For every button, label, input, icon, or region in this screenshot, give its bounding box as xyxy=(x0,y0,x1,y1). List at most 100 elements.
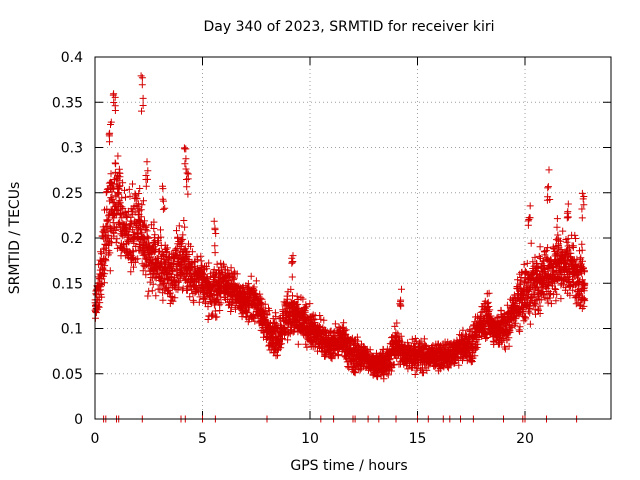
data-point xyxy=(316,312,324,319)
data-point xyxy=(411,371,419,378)
data-point xyxy=(483,290,491,298)
data-point xyxy=(393,319,401,327)
data-point xyxy=(169,268,177,276)
data-point xyxy=(421,341,429,349)
data-point xyxy=(150,225,158,232)
data-point xyxy=(579,195,587,203)
data-point xyxy=(171,294,179,302)
data-point xyxy=(106,267,114,275)
data-point xyxy=(131,258,139,266)
data-point xyxy=(143,233,151,241)
data-point xyxy=(103,217,111,225)
data-point xyxy=(182,165,190,173)
data-point xyxy=(95,303,103,311)
data-point xyxy=(552,297,560,305)
data-point xyxy=(118,194,126,202)
data-point xyxy=(209,312,217,320)
data-point xyxy=(230,274,238,282)
data-point xyxy=(306,300,314,308)
data-point xyxy=(257,294,265,302)
data-point xyxy=(149,280,157,288)
data-point xyxy=(505,342,513,350)
data-point xyxy=(144,167,152,175)
data-point xyxy=(565,278,573,285)
data-point xyxy=(210,217,218,225)
data-point xyxy=(569,244,577,251)
data-point xyxy=(520,317,528,325)
data-point xyxy=(145,234,153,242)
data-point xyxy=(233,270,241,278)
data-point xyxy=(331,320,339,328)
data-point xyxy=(327,354,335,362)
data-point xyxy=(338,323,346,331)
data-point xyxy=(303,343,311,351)
data-point xyxy=(145,287,153,295)
data-point xyxy=(186,293,194,301)
data-point xyxy=(122,212,130,220)
data-point xyxy=(203,265,211,273)
data-point xyxy=(351,368,358,376)
data-point xyxy=(276,341,284,349)
data-point xyxy=(516,323,524,331)
data-point xyxy=(188,248,196,256)
data-point xyxy=(139,102,147,109)
data-point xyxy=(258,295,266,303)
data-point xyxy=(163,249,171,257)
data-point xyxy=(175,222,183,230)
data-point xyxy=(474,340,482,348)
data-point xyxy=(526,305,534,313)
data-point xyxy=(174,278,182,286)
data-point xyxy=(265,307,273,315)
data-point xyxy=(571,231,579,239)
data-point xyxy=(125,238,133,246)
data-point xyxy=(139,267,147,275)
data-point xyxy=(154,268,161,276)
data-point xyxy=(537,296,545,304)
y-axis-label: SRMTID / TECUs xyxy=(7,182,23,295)
data-point xyxy=(140,197,147,205)
data-point xyxy=(179,231,187,239)
data-point xyxy=(100,279,108,287)
data-point xyxy=(227,308,235,315)
data-point xyxy=(132,243,140,250)
grid xyxy=(95,57,611,419)
data-point xyxy=(122,221,130,229)
y-tick-label: 0.1 xyxy=(61,322,83,338)
data-point xyxy=(159,185,167,193)
data-point xyxy=(295,305,303,313)
data-point xyxy=(471,352,479,360)
data-point xyxy=(107,121,114,128)
data-point xyxy=(107,170,115,178)
data-point xyxy=(473,344,481,351)
data-point xyxy=(160,197,167,205)
data-point xyxy=(294,340,302,348)
data-point xyxy=(107,194,115,202)
data-point xyxy=(384,371,392,379)
data-point xyxy=(137,213,145,221)
data-point xyxy=(211,242,219,250)
data-point xyxy=(348,364,356,372)
data-point xyxy=(562,283,570,291)
data-point xyxy=(112,238,120,246)
data-point xyxy=(135,190,143,197)
data-point xyxy=(216,301,224,309)
data-point xyxy=(353,333,361,341)
data-point xyxy=(184,190,192,198)
data-point xyxy=(536,302,544,310)
data-point xyxy=(157,233,165,241)
data-point xyxy=(148,287,156,295)
data-point xyxy=(232,305,239,313)
data-point xyxy=(554,242,562,249)
data-point xyxy=(313,336,321,344)
data-point xyxy=(468,358,476,365)
data-point xyxy=(112,160,120,168)
data-point xyxy=(184,175,192,183)
data-point xyxy=(342,326,350,334)
data-point xyxy=(321,326,329,334)
data-point xyxy=(183,183,191,191)
data-point xyxy=(493,314,501,322)
data-point xyxy=(572,300,580,308)
data-point xyxy=(195,298,203,306)
data-point xyxy=(197,257,205,265)
data-point xyxy=(100,245,108,253)
